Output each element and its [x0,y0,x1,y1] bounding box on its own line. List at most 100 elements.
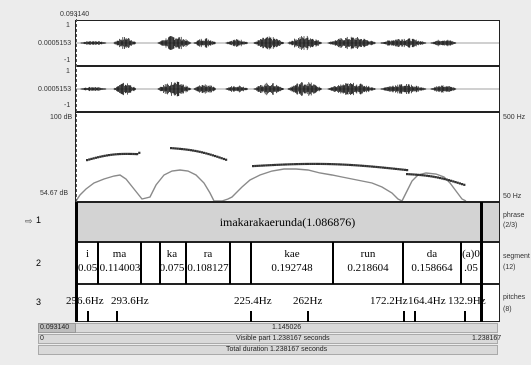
pitch-dot [397,168,400,171]
pitch-dot [127,152,130,156]
pitch-point-tick[interactable] [250,311,252,322]
segment-boundary[interactable] [460,242,462,284]
segment-boundary[interactable] [480,242,483,284]
tier-2-name: segment [503,253,530,260]
pitch-dot [103,154,106,157]
pitch-dot [320,162,323,166]
pitch-point-label[interactable]: 256.6Hz [66,295,104,307]
pitch-point-label[interactable]: 293.6Hz [111,295,149,307]
pitch-dot [134,152,137,156]
cursor-line[interactable] [76,14,77,202]
pitch-point-tick[interactable] [403,311,405,322]
pitch-point-label[interactable]: 172.2Hz [370,295,408,307]
pitch-dot [296,163,299,166]
segment-label[interactable]: (a)0 [462,248,480,260]
waveform-1-bottom-label: -1 [64,57,71,64]
pitch-dot [112,153,115,156]
segment-label[interactable]: ka [166,248,178,260]
segment-label[interactable]: ra [203,248,213,260]
segment-boundary[interactable] [159,242,161,284]
pitch-dot [90,157,93,161]
pitch-point-label[interactable]: 262Hz [293,295,323,307]
pitch-tier-boundary-left[interactable] [75,284,78,322]
pitch-point-tick[interactable] [87,311,89,322]
pitch-dot [260,164,263,167]
segment-duration[interactable]: 0.108127 [187,262,229,274]
tier-phrase[interactable]: imakarakaerunda(1.086876) [75,202,500,242]
total-duration-bar[interactable] [38,345,498,355]
pitch-point-label[interactable]: 164.4Hz [408,295,446,307]
selection-left-segment[interactable] [38,323,76,333]
pitch-dot [454,180,457,184]
pitch-dot [123,152,126,156]
pitch-intensity-panel[interactable] [75,112,500,202]
segment-duration[interactable]: .05 [464,262,478,274]
tier-segment[interactable] [75,242,500,284]
segment-duration[interactable]: 0.114003 [99,262,141,274]
pitch-point-tick[interactable] [464,311,466,322]
visible-part-bar[interactable] [38,334,498,344]
pitch-dot [105,154,108,157]
segment-duration[interactable]: 0.075 [159,262,185,274]
phrase-boundary-right[interactable] [480,202,483,242]
tier-pitches[interactable] [75,284,500,322]
pitch-dot [216,155,219,158]
pitch-dot [138,151,141,154]
pitch-dot [364,164,367,168]
pitch-dot [313,162,316,165]
segment-duration[interactable]: 0.05 [78,262,98,274]
pitch-point-label[interactable]: 132.9Hz [448,295,486,307]
segment-boundary[interactable] [75,242,78,284]
pitch-dot [203,151,206,154]
pitch-point-tick[interactable] [414,311,416,322]
selection-time-bar[interactable] [38,323,498,333]
pitch-dot [176,147,179,150]
pitch-dot [267,164,270,167]
pitch-dot [388,167,391,170]
pitch-dot [401,168,404,171]
segment-boundary[interactable] [229,242,231,284]
waveform-1-trace [76,35,499,51]
pitch-dot [258,164,261,167]
pitch-dot [452,180,455,183]
selection-start-time: 0.093140 [40,324,70,331]
pitch-point-label[interactable]: 225.4Hz [234,295,272,307]
visible-end: 1.238167 [472,335,502,342]
segment-duration[interactable]: 0.192748 [271,262,313,274]
pitch-tier-boundary-right[interactable] [480,284,483,322]
pitch-dot [357,164,360,167]
pitch-point-tick[interactable] [307,311,309,322]
segment-label[interactable]: run [360,248,376,260]
pitch-dot [86,159,89,162]
segment-duration[interactable]: 0.158664 [411,262,453,274]
pitch-dot [335,163,338,166]
segment-boundary[interactable] [332,242,334,284]
segment-boundary[interactable] [250,242,252,284]
phrase-boundary-left[interactable] [75,202,78,242]
segment-label[interactable]: i [85,248,90,260]
pitch-track [86,147,466,186]
pitch-dot [285,163,288,166]
pitch-dot [439,176,442,180]
pitch-dot [289,163,292,166]
segment-label[interactable]: kae [284,248,300,260]
pitch-dot [116,153,119,156]
segment-duration[interactable]: 0.218604 [347,262,389,274]
pitch-dot [408,173,411,176]
visible-part-label: Visible part 1.238167 seconds [236,335,330,342]
tier-1-number: 1 [36,215,42,225]
pitch-dot [307,162,310,166]
segment-label[interactable]: da [426,248,438,260]
waveform-channel-2[interactable] [75,66,500,112]
waveform-channel-1[interactable] [75,20,500,66]
waveform-1-mid-label: 0.0005153 [38,40,72,47]
pitch-point-tick[interactable] [116,311,118,322]
pitch-dot [265,164,268,167]
segment-label[interactable]: ma [112,248,127,260]
segment-boundary[interactable] [97,242,99,284]
phrase-label[interactable]: imakarakaerunda(1.086876) [219,215,356,229]
segment-boundary[interactable] [402,242,404,284]
pitch-dot [263,164,266,167]
segment-boundary[interactable] [140,242,142,284]
segment-boundary[interactable] [185,242,187,284]
